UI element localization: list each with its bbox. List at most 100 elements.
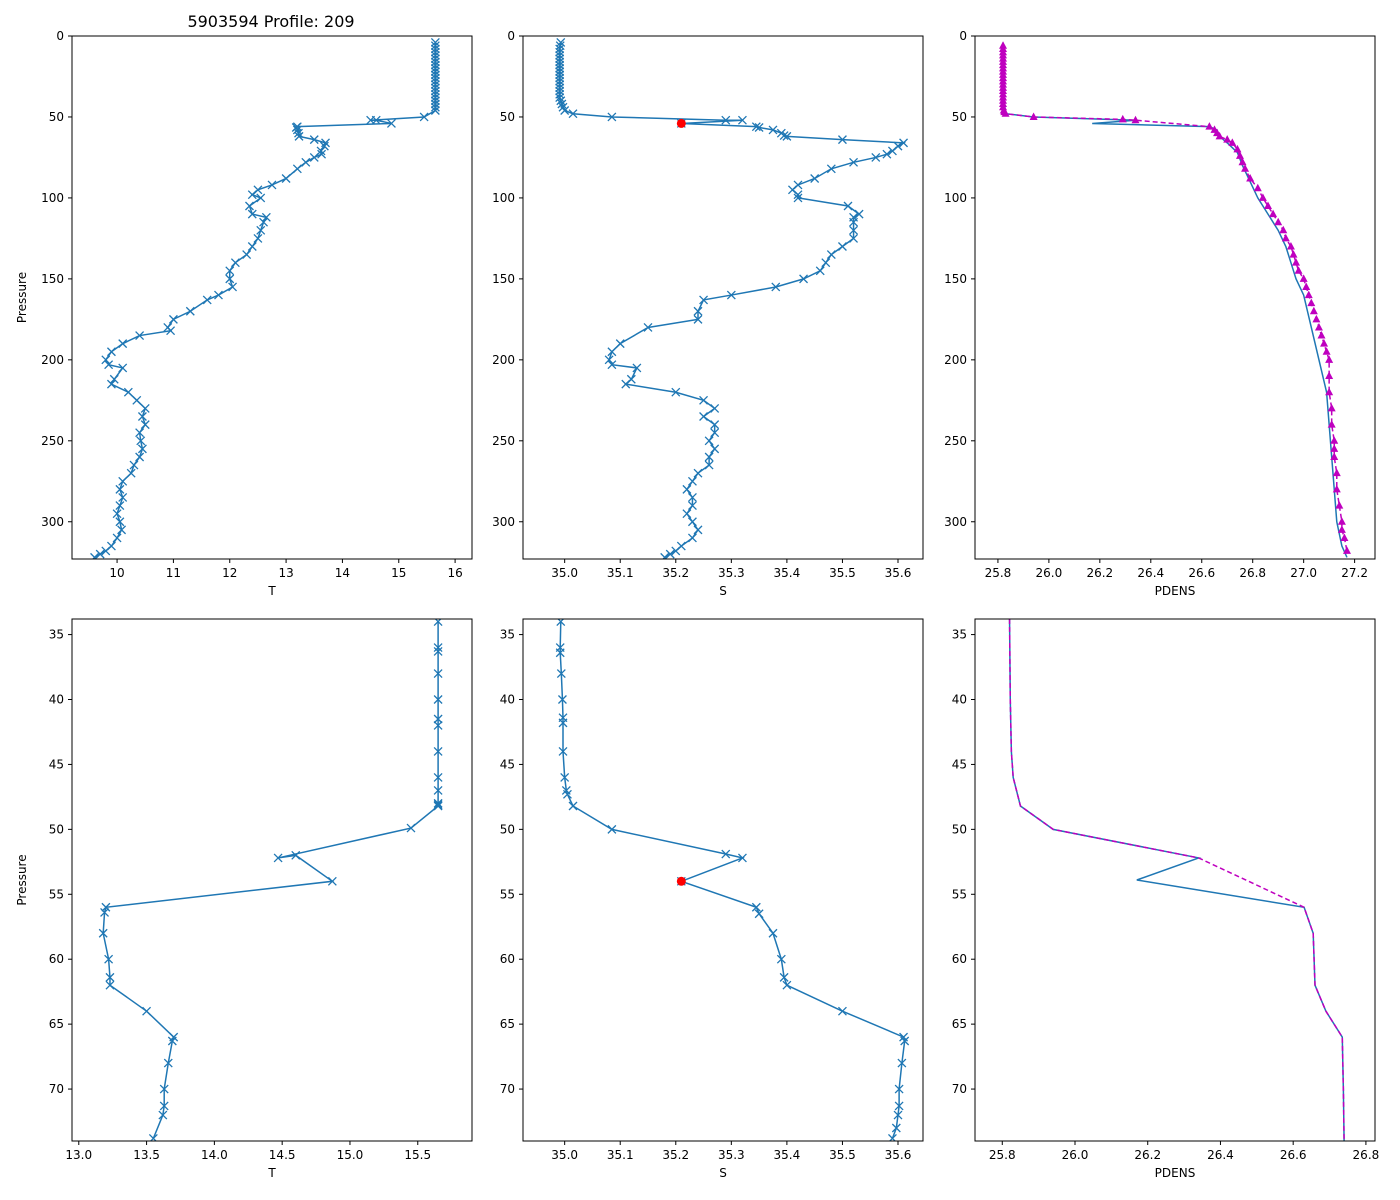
data-point-triangle: [1223, 135, 1232, 143]
data-point-x: [163, 1058, 173, 1068]
y-tick-label: 0: [507, 29, 515, 43]
data-point-x: [95, 549, 105, 559]
data-point-triangle: [1233, 144, 1242, 153]
x-tick-label: 13.5: [133, 1148, 160, 1162]
data-point-x: [137, 412, 147, 421]
data-point-x: [897, 1058, 907, 1068]
data-point-x: [225, 266, 235, 276]
data-point-x: [737, 115, 747, 125]
y-tick-label: 45: [49, 757, 64, 771]
y-tick-label: 35: [500, 628, 515, 642]
data-point-x: [259, 217, 269, 227]
data-point-x: [632, 363, 642, 373]
data-point-x: [129, 460, 139, 470]
data-point-x: [555, 63, 565, 73]
data-point-x: [301, 157, 311, 167]
y-tick-label: 100: [944, 191, 967, 205]
data-point-x: [604, 355, 614, 365]
data-point-x: [430, 80, 440, 90]
data-point-x: [621, 379, 631, 389]
data-point-triangle: [1263, 201, 1272, 210]
data-point-x: [430, 89, 440, 99]
data-point-x: [430, 57, 440, 67]
y-tick-label: 300: [492, 515, 515, 529]
data-point-triangle: [1269, 209, 1278, 218]
data-point-x: [710, 444, 720, 454]
data-point-x: [900, 1036, 910, 1046]
data-point-x: [560, 106, 570, 115]
x-tick-label: 35.2: [662, 566, 689, 580]
data-point-x: [273, 853, 283, 863]
y-tick-label: 40: [49, 693, 64, 707]
data-point-x: [555, 73, 565, 83]
series-pdens-line: [1002, 42, 1348, 558]
subplot-bottom-T: 13.0 13.5 14.0 14.5 15.0 15.5 35 40 45 50 55 60 65 70…: [15, 618, 473, 1180]
data-point-x: [782, 980, 792, 990]
data-point-x: [430, 50, 440, 60]
x-tick-label: 26.4: [1137, 566, 1164, 580]
y-tick-label: 50: [500, 822, 515, 836]
data-point-x: [754, 123, 764, 132]
data-point-x: [704, 436, 714, 446]
data-point-x: [433, 721, 443, 730]
data-point-x: [135, 331, 145, 341]
x-tick-label: 26.4: [1207, 1148, 1234, 1162]
data-point-x: [253, 233, 263, 243]
x-tick-label: 26.2: [1134, 1148, 1161, 1162]
data-point-x: [699, 295, 709, 305]
data-point-x: [256, 193, 266, 203]
x-tick-label: 14.5: [269, 1148, 296, 1162]
data-point-x: [242, 250, 252, 260]
x-tick-label: 35.3: [718, 1148, 745, 1162]
data-point-x: [793, 190, 803, 200]
data-point-x: [555, 60, 565, 70]
data-point-x: [281, 174, 291, 183]
data-point-x: [100, 908, 110, 917]
data-point-x: [433, 643, 443, 653]
data-point-x: [106, 347, 116, 357]
data-point-triangle: [1325, 355, 1334, 363]
x-tick-label: 35.6: [885, 1148, 912, 1162]
data-point-x: [682, 509, 692, 519]
data-point-x: [292, 125, 302, 135]
plot-area: [98, 619, 443, 1141]
data-point-x: [849, 233, 859, 243]
data-point-x: [419, 112, 429, 122]
data-point-x: [555, 54, 565, 64]
data-point-x: [386, 118, 396, 128]
data-point-x: [793, 193, 803, 203]
data-point-x: [132, 395, 142, 405]
data-point-x: [115, 501, 125, 511]
x-tick-label: 35.0: [551, 1148, 578, 1162]
data-point-x: [555, 86, 565, 96]
data-point-x: [810, 174, 820, 183]
y-tick-label: 65: [500, 1017, 515, 1031]
data-point-x: [849, 225, 859, 235]
data-point-x: [687, 501, 697, 511]
y-axis-label: Pressure: [15, 272, 29, 323]
data-point-x: [560, 772, 570, 782]
data-point-x: [327, 876, 337, 886]
data-point-triangle: [1292, 258, 1301, 266]
data-point-x: [782, 131, 792, 141]
x-tick-label: 26.8: [1353, 1148, 1380, 1162]
y-tick-label: 60: [49, 952, 64, 966]
data-point-x: [433, 785, 443, 795]
data-point-x: [105, 972, 115, 982]
data-point-x: [245, 201, 254, 211]
data-point-x: [555, 57, 565, 67]
x-axis-label: T: [267, 1166, 276, 1180]
data-point-x: [899, 138, 909, 148]
y-tick-label: 45: [500, 757, 515, 771]
x-tick-label: 26.2: [1086, 566, 1113, 580]
data-point-x: [430, 41, 440, 51]
data-point-x: [555, 83, 565, 93]
data-point-x: [826, 164, 836, 174]
data-point-x: [887, 146, 897, 156]
y-tick-label: 50: [952, 110, 967, 124]
y-tick-label: 50: [49, 110, 64, 124]
y-tick-label: 50: [500, 110, 515, 124]
data-point-triangle: [1118, 114, 1127, 123]
plot-area: [999, 41, 1351, 558]
